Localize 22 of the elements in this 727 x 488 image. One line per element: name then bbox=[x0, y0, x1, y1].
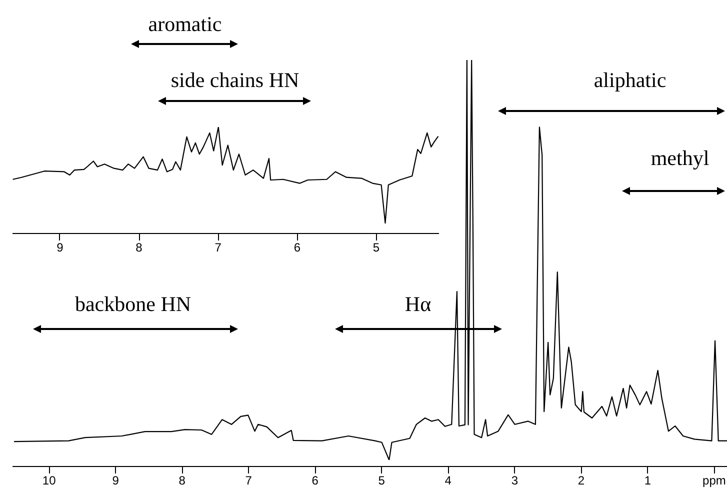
x-tick-label: 5 bbox=[378, 474, 386, 488]
x-tick-label: ppm bbox=[702, 474, 726, 488]
x-tick-label: 3 bbox=[511, 474, 518, 488]
x-tick-label: 2 bbox=[578, 474, 585, 488]
x-tick-label: 6 bbox=[294, 240, 301, 254]
x-tick-label: 1 bbox=[644, 474, 652, 488]
annotation: side chains HN bbox=[170, 68, 300, 93]
annotation: Hα bbox=[404, 292, 432, 317]
x-tick-label: 9 bbox=[56, 240, 64, 254]
text: aromatic bbox=[148, 12, 222, 37]
x-tick-label: 8 bbox=[178, 474, 186, 488]
x-tick-label: 5 bbox=[372, 240, 380, 254]
annotation: methyl bbox=[650, 146, 710, 171]
x-tick-label: 4 bbox=[444, 474, 452, 488]
annotation: backbone HN bbox=[74, 292, 192, 317]
x-tick-label: 7 bbox=[214, 240, 222, 254]
x-tick-label: 7 bbox=[245, 474, 252, 488]
x-tick-label: 8 bbox=[136, 240, 143, 254]
x-tick-label: 9 bbox=[112, 474, 120, 488]
annotation: aliphatic bbox=[594, 68, 666, 93]
x-tick-label: 6 bbox=[312, 474, 319, 488]
x-tick-label: 10 bbox=[42, 474, 56, 488]
